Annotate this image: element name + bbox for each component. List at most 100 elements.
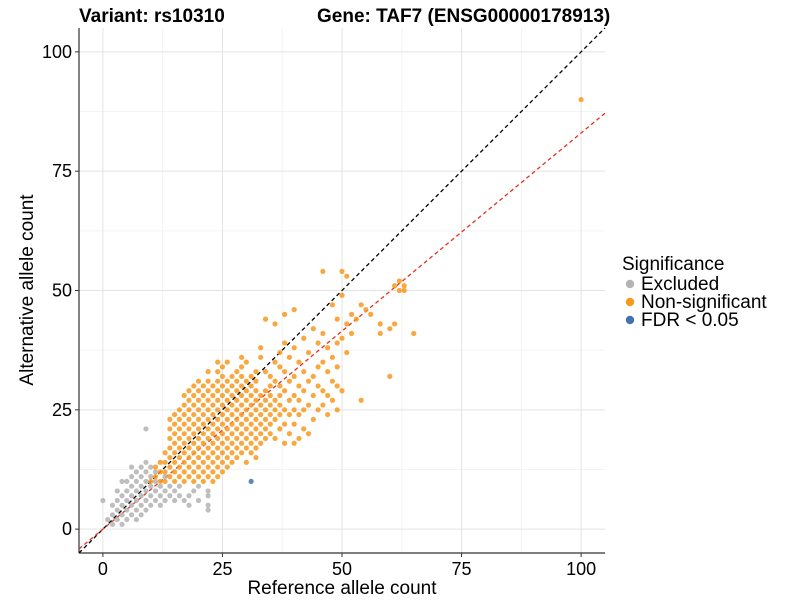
data-point [215,435,221,442]
data-point [258,402,264,408]
data-point [229,421,235,427]
data-point [267,421,273,427]
data-point [195,426,202,432]
data-point [277,402,283,408]
data-point [191,431,197,437]
data-point [152,464,159,470]
data-point [157,459,163,465]
data-point [172,440,178,446]
data-point [253,445,259,451]
data-point [181,450,187,456]
data-point [191,488,197,494]
data-point [191,459,197,465]
data-point [205,464,211,470]
data-point [243,388,249,394]
data-point [200,440,206,446]
data-point [167,426,173,432]
data-point [181,469,187,475]
data-point [191,392,197,399]
data-point [200,469,206,475]
data-point [133,516,139,523]
y-tick-label: 100 [42,42,72,62]
data-point [138,493,144,499]
data-point [210,421,216,427]
data-point [176,454,183,461]
legend-label: Excluded [641,274,719,295]
data-point [210,431,216,437]
data-point [167,483,173,489]
y-tick-label: 25 [52,400,72,420]
data-point [205,378,211,384]
data-point [219,431,226,437]
data-point [119,521,125,527]
data-point [253,435,259,442]
title-variant: Variant: rs10310 [79,6,225,27]
data-point [243,407,249,413]
data-point [205,507,211,513]
data-point [176,493,183,499]
series-excluded [100,426,211,527]
data-point [124,478,130,485]
data-point [124,497,130,504]
data-point [219,450,226,456]
data-point [238,392,245,399]
data-point [229,459,235,465]
data-point [143,478,149,485]
data-point [248,450,254,456]
data-point [282,340,288,346]
data-point [301,369,307,375]
data-point [157,483,163,489]
data-point [267,411,273,418]
data-point [143,497,149,504]
data-point [291,440,297,446]
data-point [143,488,149,494]
data-point [238,411,245,418]
data-point [248,383,254,389]
data-point [210,469,216,475]
data-point [124,516,130,523]
data-point [243,426,249,432]
data-point [291,345,297,351]
data-point [310,373,316,380]
data-point [334,340,340,346]
data-point [315,364,321,370]
data-point [210,450,216,456]
legend-key [625,315,635,325]
data-point [210,459,216,465]
data-point [172,478,178,485]
data-point [229,402,235,408]
data-point [277,383,283,389]
data-point [157,493,163,499]
data-point [205,388,211,394]
data-point [238,431,245,437]
data-point [258,411,264,418]
data-point [262,426,269,432]
reference-line-identity [78,27,606,554]
data-point [272,407,278,413]
data-point [172,459,178,465]
data-point [200,383,206,389]
data-point [238,373,245,380]
data-point [195,397,202,403]
data-point [119,493,125,499]
data-point [353,316,359,322]
data-point [339,268,345,275]
data-point [114,497,120,504]
data-point [109,502,116,508]
data-point [210,402,216,408]
data-point [253,426,259,432]
data-point [186,435,192,442]
data-point [186,445,192,451]
data-point [157,478,163,485]
data-point [138,512,144,518]
data-point [181,459,187,465]
data-point [301,388,307,394]
data-point [195,416,202,422]
data-point [148,502,154,508]
data-point [200,478,206,485]
data-point [258,392,264,399]
data-point [348,330,355,337]
data-point [129,502,135,508]
data-point [109,512,116,518]
